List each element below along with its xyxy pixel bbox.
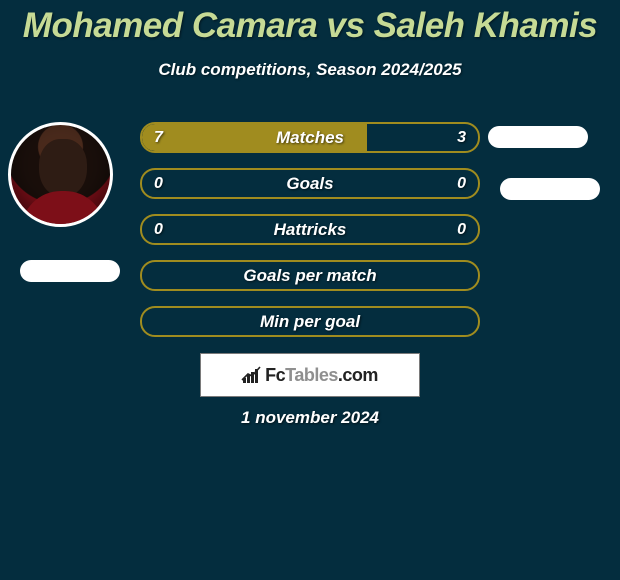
bar-chart-icon: [242, 367, 262, 383]
bar-row: 00Hattricks: [140, 214, 480, 245]
fctables-logo: FcTables.com: [200, 353, 420, 397]
bar-category-label: Matches: [142, 124, 478, 151]
player-right-flag-1: [488, 126, 588, 148]
bar-row: Goals per match: [140, 260, 480, 291]
comparison-chart: 73Matches 00Goals 00Hattricks Goals per mat…: [140, 122, 480, 352]
bar-category-label: Hattricks: [142, 216, 478, 243]
bar-category-label: Goals: [142, 170, 478, 197]
bar-row: 73Matches: [140, 122, 480, 153]
bar-row: Min per goal: [140, 306, 480, 337]
player-left-flag: [20, 260, 120, 282]
bar-category-label: Goals per match: [142, 262, 478, 289]
bar-row: 00Goals: [140, 168, 480, 199]
subtitle: Club competitions, Season 2024/2025: [0, 60, 620, 80]
logo-text: FcTables.com: [265, 365, 378, 386]
player-left-avatar: [8, 122, 113, 227]
player-right-flag-2: [500, 178, 600, 200]
date-label: 1 november 2024: [0, 408, 620, 428]
page-title: Mohamed Camara vs Saleh Khamis: [0, 0, 620, 46]
bar-category-label: Min per goal: [142, 308, 478, 335]
